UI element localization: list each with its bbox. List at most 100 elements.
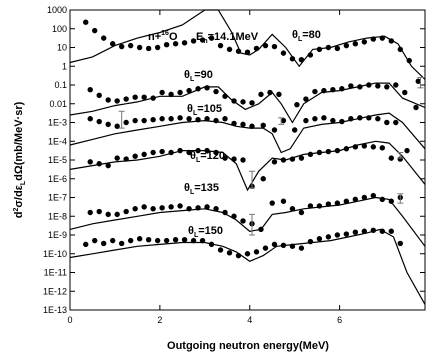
data-point (195, 116, 201, 123)
data-point (101, 240, 107, 247)
data-point (105, 162, 111, 169)
data-point (154, 44, 161, 51)
data-point (303, 96, 309, 102)
data-point (87, 209, 93, 216)
data-point (303, 117, 309, 124)
data-point (83, 241, 89, 248)
y-tick-label: 1E-12 (43, 286, 67, 296)
data-point (190, 38, 197, 44)
data-point (240, 121, 246, 128)
data-point (159, 148, 165, 155)
data-point (114, 155, 120, 161)
data-point (316, 46, 323, 53)
data-point (105, 121, 111, 128)
data-point (298, 245, 305, 251)
data-point (186, 87, 192, 94)
data-point (96, 161, 102, 167)
data-point (361, 194, 368, 201)
data-point (375, 116, 381, 122)
data-point (352, 229, 359, 235)
data-point (366, 82, 372, 88)
data-point (195, 86, 201, 92)
data-point (172, 41, 179, 47)
data-point (271, 159, 278, 165)
data-point (388, 198, 394, 204)
data-point (271, 127, 278, 133)
x-tick-label: 0 (67, 315, 72, 325)
data-point (413, 104, 419, 111)
data-point (141, 117, 147, 124)
data-point (177, 203, 183, 209)
data-point (258, 226, 264, 233)
data-point (298, 209, 305, 216)
data-point (289, 156, 296, 162)
data-point (96, 208, 102, 215)
data-point (352, 144, 359, 150)
data-point (260, 122, 266, 129)
data-point (204, 85, 210, 91)
data-point (168, 204, 174, 210)
reaction-label: n+16O (148, 30, 178, 43)
data-point (114, 211, 120, 218)
data-point (325, 44, 332, 51)
data-point (213, 117, 219, 124)
data-point (177, 147, 183, 154)
data-point (136, 44, 143, 51)
data-point (397, 46, 403, 53)
data-point (370, 36, 377, 42)
axis-ticks: 1000 100 10 1 0.1 0.01 1E-3 1E-4 1E-5 1E-6 1E-7 1E-… (43, 5, 425, 325)
data-point (379, 145, 386, 151)
data-point (316, 203, 323, 209)
data-point (361, 39, 368, 45)
data-point (123, 119, 129, 126)
data-point (321, 87, 327, 94)
y-tick-label: 1E-13 (43, 305, 67, 315)
data-point (101, 35, 107, 41)
data-point (240, 99, 246, 105)
data-point (379, 35, 386, 41)
data-point (325, 234, 332, 240)
data-point (244, 251, 251, 257)
y-tick-label: 1000 (47, 5, 67, 15)
data-point (217, 42, 224, 49)
data-point (118, 43, 125, 50)
data-point (159, 116, 165, 122)
series-label-2: θL=105 (187, 103, 222, 117)
data-point (154, 237, 161, 244)
data-point (195, 147, 201, 154)
data-point (114, 123, 120, 129)
data-point (325, 201, 332, 207)
y-tick-label: 1E-3 (48, 118, 67, 128)
data-point (190, 237, 197, 244)
y-tick-label: 1E-7 (48, 193, 67, 203)
y-tick-label: 1E-8 (48, 211, 67, 221)
data-point (267, 89, 273, 96)
data-point (177, 115, 183, 121)
data-point (361, 143, 368, 149)
data-point (289, 206, 296, 212)
data-point (231, 120, 237, 127)
data-point (276, 91, 282, 98)
data-point (123, 208, 129, 215)
data-point (258, 91, 264, 98)
data-point (294, 101, 300, 108)
data-point (127, 42, 134, 49)
data-point (316, 149, 323, 156)
data-point (280, 242, 287, 249)
data-point (123, 156, 129, 162)
data-point (204, 204, 210, 210)
data-point (208, 35, 215, 41)
data-point (132, 117, 138, 124)
data-point (404, 147, 410, 154)
data-point (415, 78, 421, 84)
energy-label: En=14.1MeV (196, 31, 259, 45)
data-point (271, 241, 278, 248)
data-point (298, 56, 305, 63)
data-point (384, 84, 390, 90)
data-point (298, 155, 305, 161)
data-point (92, 237, 98, 244)
series-labels: θL=80 θL=90 θL=105 θL=120 θL=135 θL=150 (184, 29, 321, 239)
data-point (118, 240, 125, 247)
data-point (249, 100, 255, 106)
data-point (141, 204, 147, 210)
